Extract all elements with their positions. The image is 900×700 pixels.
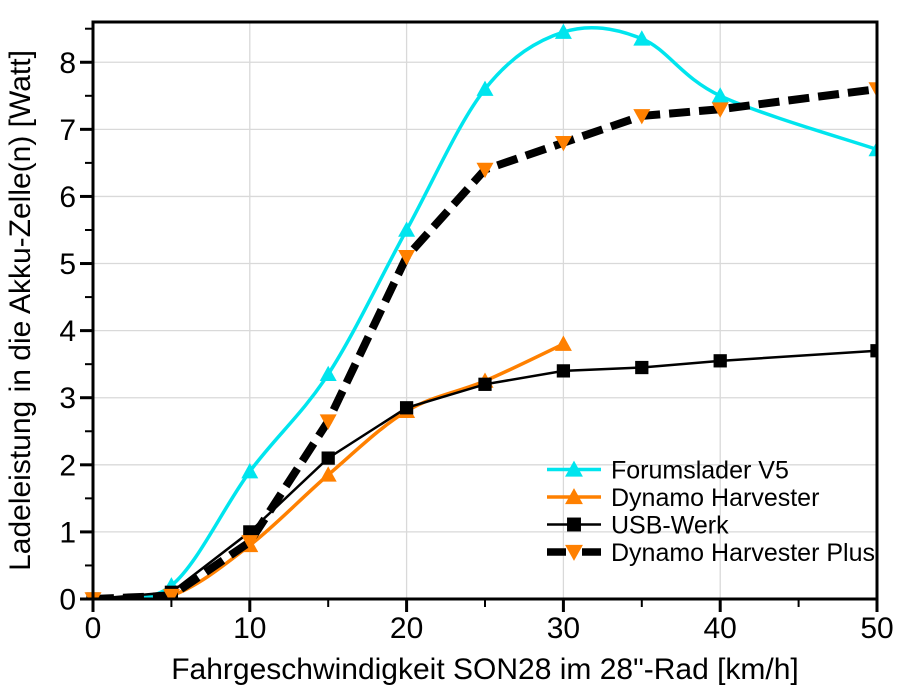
marker-square xyxy=(567,517,581,532)
series-dynamo-harvester-plus xyxy=(84,82,879,601)
marker-triangle-down xyxy=(241,535,259,551)
y-axis-title: Ladeleistung in die Akku-Zelle(n) [Watt] xyxy=(4,50,37,571)
y-tick-label: 5 xyxy=(59,248,76,281)
marker-triangle-up xyxy=(554,23,572,39)
marker-triangle-up xyxy=(711,87,729,103)
marker-square xyxy=(635,360,649,375)
marker-triangle-up xyxy=(398,221,416,237)
marker-triangle-down xyxy=(565,544,583,561)
legend-label: Dynamo Harvester Plus xyxy=(611,539,875,567)
legend-item-dynamo-harvester: Dynamo Harvester xyxy=(547,484,819,512)
legend-item-forumslader-v5: Forumslader V5 xyxy=(547,457,789,485)
x-tick-label: 20 xyxy=(390,612,423,645)
legend-label: Dynamo Harvester xyxy=(611,484,819,512)
marker-square xyxy=(478,377,492,391)
y-tick-label: 6 xyxy=(59,181,76,214)
marker-triangle-down xyxy=(476,162,494,179)
marker-square xyxy=(713,354,727,368)
legend-item-dynamo-harvester-plus: Dynamo Harvester Plus xyxy=(547,539,875,567)
marker-square xyxy=(556,364,571,378)
marker-triangle-up xyxy=(565,488,583,505)
series-forumslader-v5 xyxy=(87,23,879,601)
axis-ticks xyxy=(80,27,879,612)
series-line-usb-werk xyxy=(92,349,878,601)
y-tick-label: 0 xyxy=(59,584,76,617)
marker-triangle-down xyxy=(398,250,416,266)
marker-triangle-down xyxy=(711,102,729,118)
x-axis-title: Fahrgeschwindigkeit SON28 im 28"-Rad [km… xyxy=(171,653,799,686)
marker-triangle-up xyxy=(241,463,259,479)
marker-triangle-down xyxy=(162,588,180,601)
y-tick-label: 4 xyxy=(59,315,76,348)
series-line-dynamo-harvester-plus xyxy=(92,85,878,601)
y-tick-label: 2 xyxy=(59,449,76,482)
x-tick-label: 10 xyxy=(233,612,266,645)
marker-triangle-up xyxy=(565,460,583,477)
tick-labels: 0 10 20 30 40 50 0 1 2 3 4 5 6 7 8 xyxy=(59,47,893,645)
x-tick-label: 40 xyxy=(704,612,737,645)
marker-triangle-up xyxy=(633,30,651,46)
y-tick-label: 1 xyxy=(59,516,76,549)
legend-label: Forumslader V5 xyxy=(611,457,789,485)
gridlines xyxy=(93,22,877,599)
x-tick-label: 0 xyxy=(85,612,102,645)
marker-triangle-down xyxy=(319,414,337,430)
plot-frame xyxy=(91,20,879,601)
marker-square xyxy=(399,401,414,415)
marker-triangle-up xyxy=(476,80,494,96)
marker-triangle-up xyxy=(554,335,572,351)
y-tick-label: 3 xyxy=(59,382,76,415)
marker-triangle-down xyxy=(554,135,572,152)
series-line-forumslader-v5 xyxy=(92,25,878,601)
legend-label: USB-Werk xyxy=(611,512,729,540)
marker-triangle-up xyxy=(319,365,337,382)
x-tick-label: 30 xyxy=(547,612,580,645)
marker-triangle-up xyxy=(319,466,337,482)
series-root xyxy=(84,23,879,601)
x-tick-label: 50 xyxy=(860,612,893,645)
y-tick-label: 8 xyxy=(59,47,76,80)
marker-triangle-down xyxy=(633,109,651,125)
marker-square xyxy=(321,451,335,465)
marker-square xyxy=(870,344,879,358)
y-tick-label: 7 xyxy=(59,114,76,147)
legend-item-usb-werk: USB-Werk xyxy=(547,512,729,540)
